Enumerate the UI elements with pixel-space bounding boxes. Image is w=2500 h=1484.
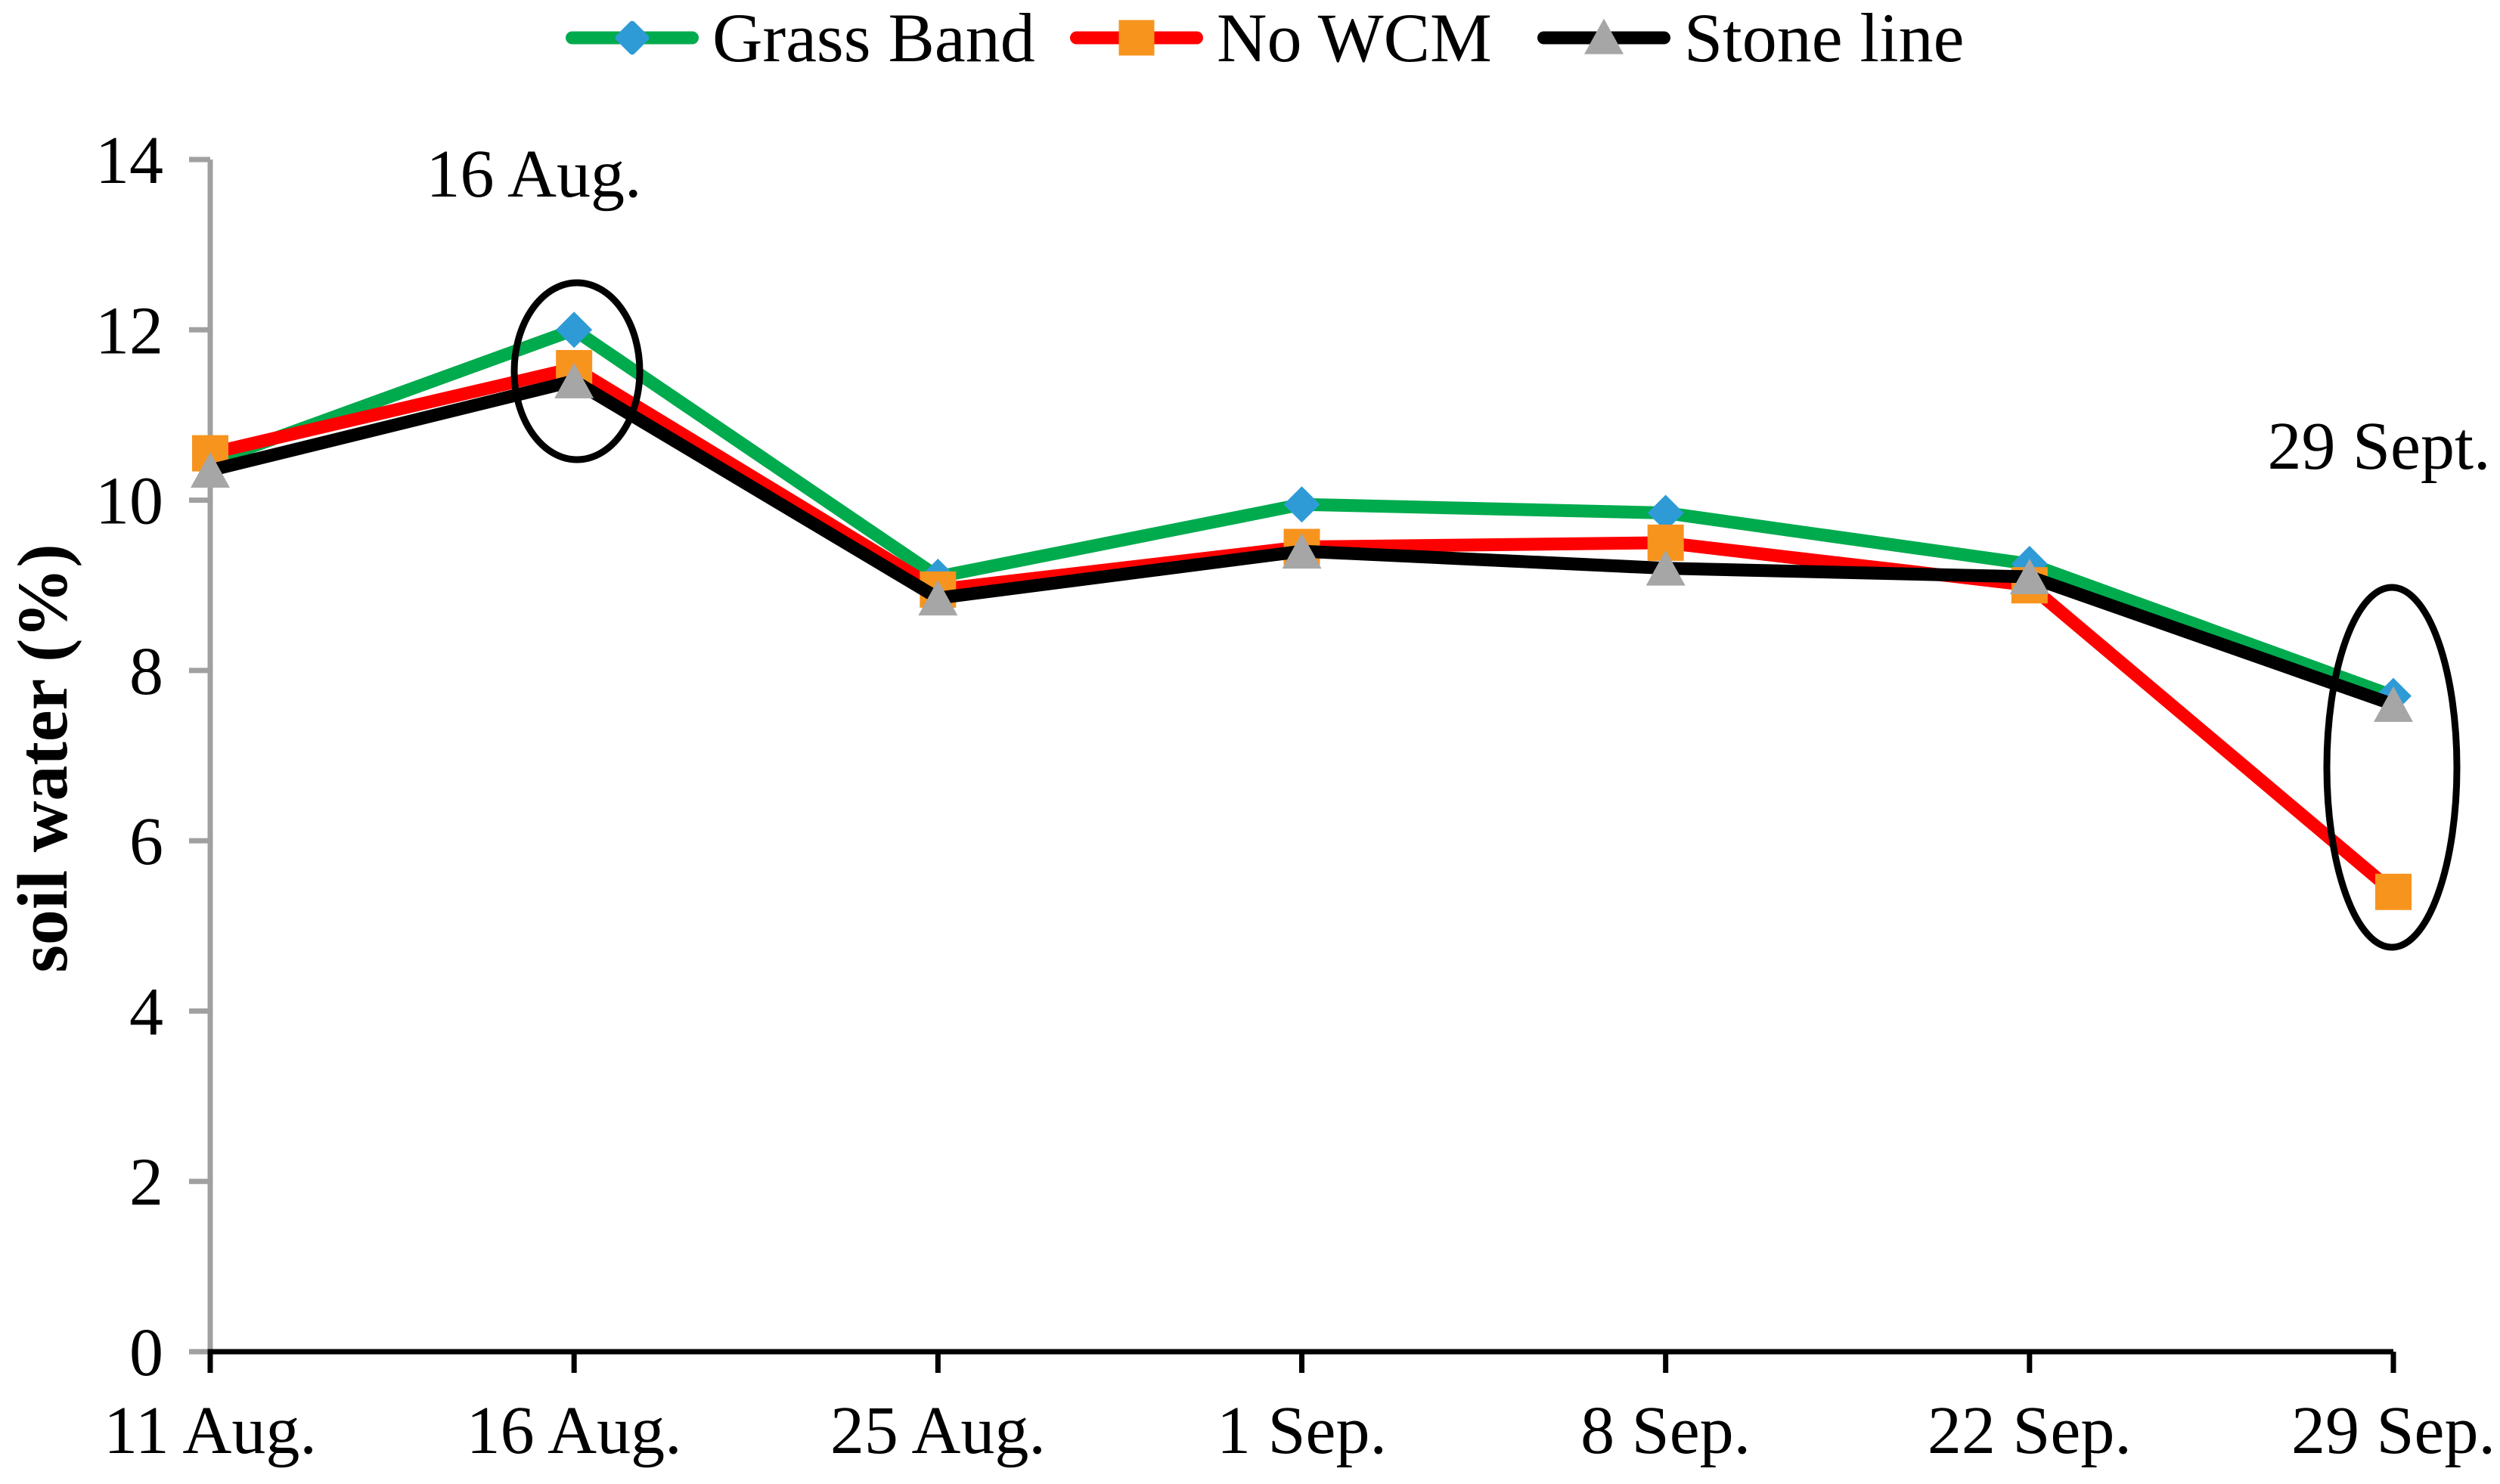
x-tick-label: 11 Aug. xyxy=(104,1393,317,1468)
x-tick-label: 22 Sep. xyxy=(1928,1393,2132,1468)
legend-item-stone-line: Stone line xyxy=(1537,2,1965,74)
annotation-ellipse-16-aug xyxy=(510,279,644,463)
annotation-29-sept: 29 Sept. xyxy=(2267,409,2491,484)
data-point-square-no-wcm xyxy=(2375,873,2412,910)
data-point-triangle-stone-line xyxy=(554,362,594,398)
data-point-triangle-stone-line xyxy=(2374,686,2413,722)
x-tick-label: 29 Sep. xyxy=(2291,1393,2495,1468)
legend-item-grass-band: Grass Band xyxy=(566,2,1035,74)
data-point-triangle-stone-line xyxy=(2009,558,2049,594)
y-tick-label: 0 xyxy=(129,1315,163,1390)
y-tick-label: 12 xyxy=(95,293,163,368)
data-point-triangle-stone-line xyxy=(918,580,958,616)
y-tick-label: 8 xyxy=(129,634,163,709)
y-tick-label: 4 xyxy=(129,974,163,1049)
series-line-no-wcm xyxy=(209,361,2398,897)
legend-square-marker-icon xyxy=(1118,20,1155,56)
x-tick-label: 8 Sep. xyxy=(1580,1393,1751,1468)
x-tick-label: 25 Aug. xyxy=(830,1393,1046,1468)
y-tick-label: 2 xyxy=(129,1145,163,1220)
data-point-triangle-stone-line xyxy=(191,452,230,488)
data-point-diamond-grass-band xyxy=(1283,486,1320,523)
legend-triangle-marker-icon xyxy=(1584,18,1624,54)
x-tick-label: 1 Sep. xyxy=(1217,1393,1387,1468)
y-axis-title: soil water (%) xyxy=(4,544,82,973)
data-point-triangle-stone-line xyxy=(1645,550,1686,586)
x-tick-label: 16 Aug. xyxy=(467,1393,682,1468)
legend-label-no-wcm: No WCM xyxy=(1217,0,1492,76)
data-point-diamond-grass-band xyxy=(1647,494,1684,531)
legend-swatch-stone-line xyxy=(1537,2,1670,74)
y-tick-label: 10 xyxy=(95,464,163,539)
y-tick-label: 14 xyxy=(95,123,163,198)
legend-swatch-grass-band xyxy=(566,2,699,74)
data-point-triangle-stone-line xyxy=(1282,533,1322,569)
legend-item-no-wcm: No WCM xyxy=(1070,2,1492,74)
legend-diamond-marker-icon xyxy=(613,19,651,57)
legend-label-grass-band: Grass Band xyxy=(712,0,1035,76)
data-point-diamond-grass-band xyxy=(556,311,593,349)
legend-label-stone-line: Stone line xyxy=(1684,0,1965,76)
legend-swatch-no-wcm xyxy=(1070,2,1203,74)
annotation-16-aug: 16 Aug. xyxy=(426,137,642,212)
y-tick-label: 6 xyxy=(129,804,163,879)
annotation-ellipse-29-sept xyxy=(2323,584,2461,951)
